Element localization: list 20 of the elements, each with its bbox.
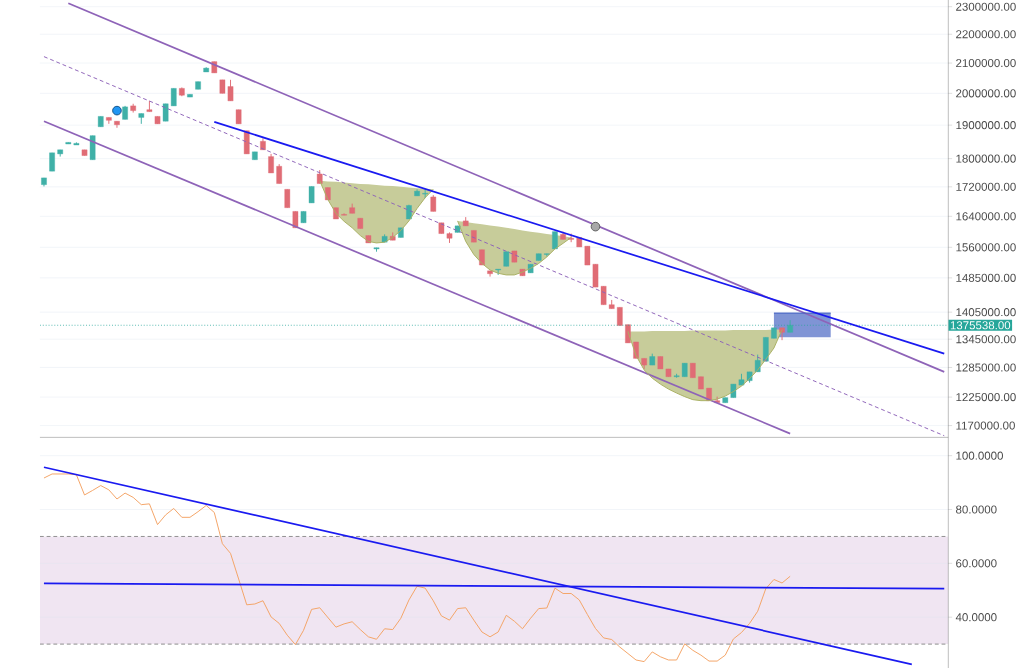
y-tick-label: 1225000.00 [956, 393, 1016, 402]
ref-line-label: 1375538.00 [950, 321, 1011, 330]
y-tick-label: 1800000.00 [956, 154, 1016, 163]
y-tick-label: 1560000.00 [956, 243, 1016, 252]
y-tick-label: 60.0000 [956, 559, 997, 568]
y-tick-label: 1485000.00 [956, 273, 1016, 282]
y-tick-label: 1405000.00 [956, 308, 1016, 317]
y-tick-label: 1170000.00 [956, 421, 1015, 430]
y-tick-label: 1285000.00 [956, 363, 1016, 372]
y-tick-label: 1900000.00 [956, 121, 1016, 130]
y-tick-label: 100.0000 [956, 451, 1004, 460]
y-tick-label: 40.0000 [955, 613, 997, 622]
y-tick-label: 2100000.00 [956, 58, 1016, 68]
y-tick-label: 2000000.00 [956, 89, 1016, 98]
y-tick-label: 1720000.00 [956, 182, 1016, 191]
y-tick-label: 1640000.00 [956, 212, 1016, 221]
y-tick-label: 2200000.00 [956, 30, 1016, 39]
y-tick-label: 1345000.00 [956, 335, 1016, 344]
y-tick-label: 2300000.00 [956, 2, 1016, 11]
y-tick-label: 80.0000 [956, 505, 997, 514]
